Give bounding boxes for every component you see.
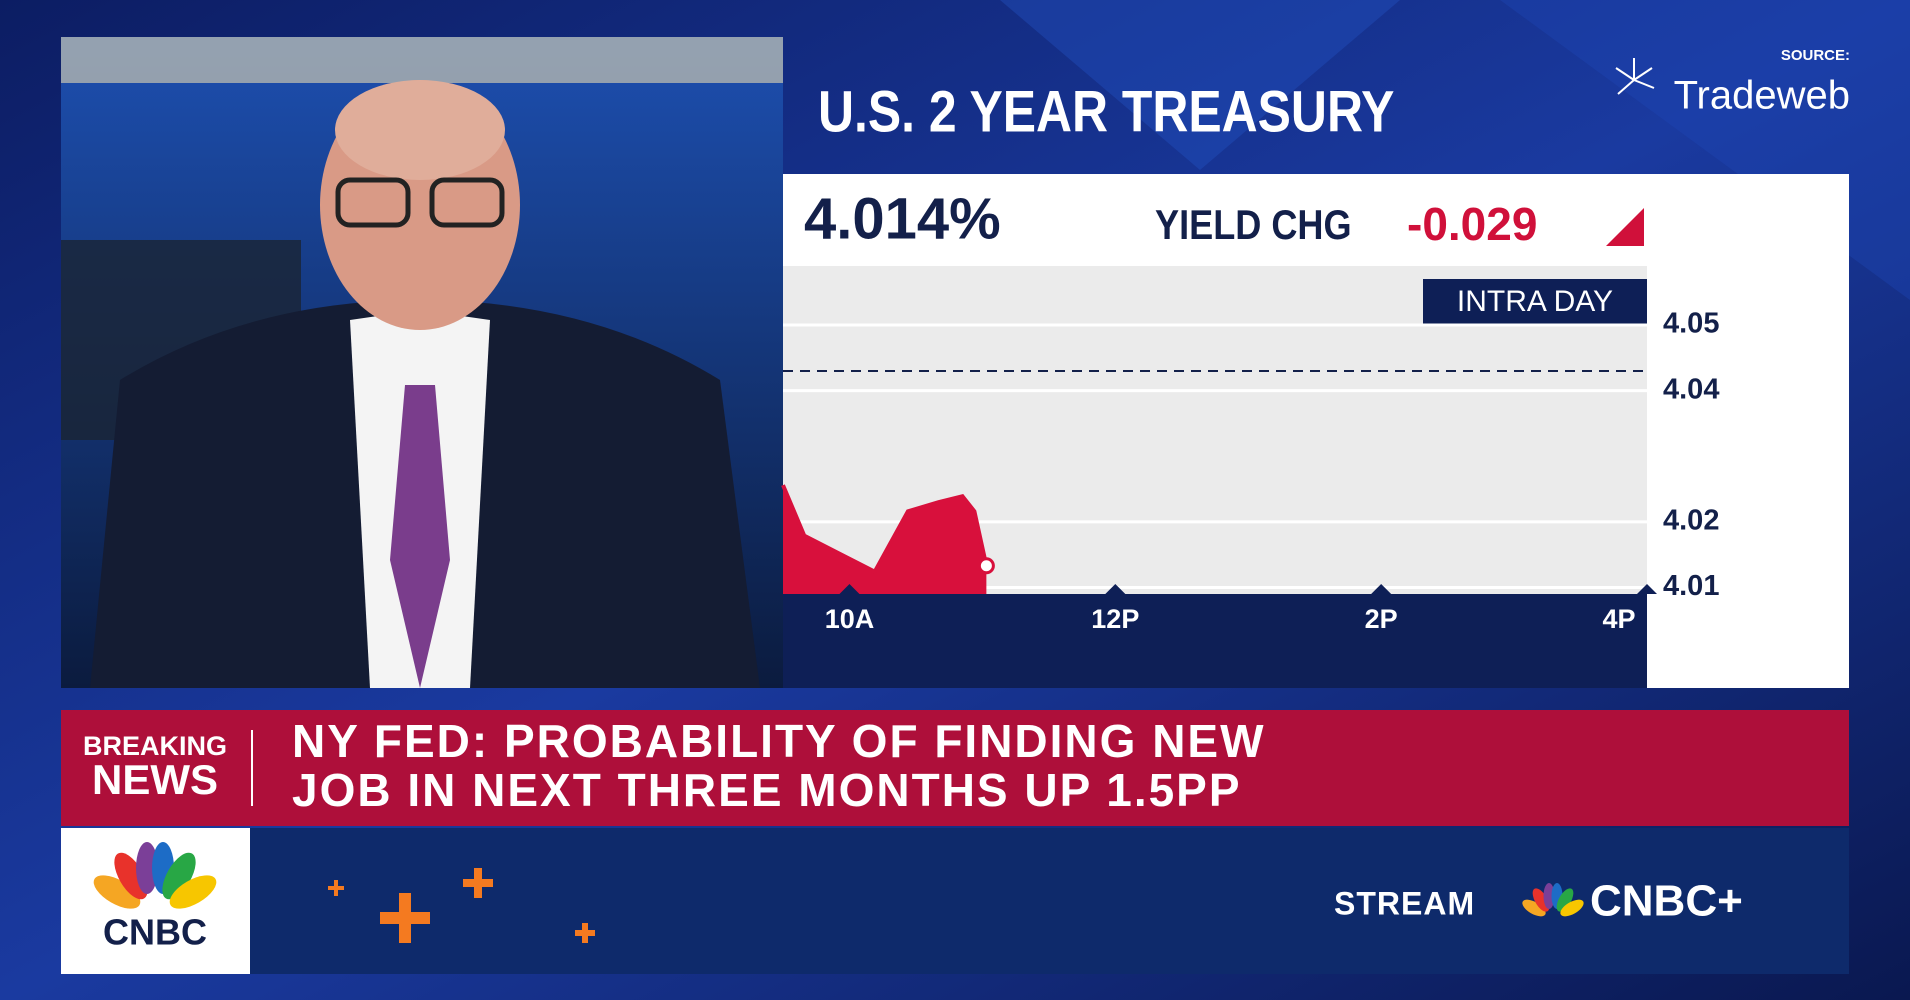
- source-label: SOURCE:: [1781, 47, 1850, 64]
- x-tick-mark: [1371, 584, 1392, 594]
- y-tick-label: 4.02: [1663, 504, 1719, 536]
- x-tick-mark: [1105, 584, 1126, 594]
- chart-title: U.S. 2 YEAR TREASURY: [818, 80, 1394, 144]
- yield-change-label: YIELD CHG: [1155, 203, 1352, 249]
- bg-shape: [1000, 0, 1400, 170]
- service-logo: CNBC+: [1590, 877, 1743, 926]
- area-fill: [783, 485, 987, 594]
- peacock-logo: [93, 842, 217, 909]
- y-tick-label: 4.01: [1663, 570, 1719, 602]
- network-logo-text: CNBC: [103, 912, 207, 953]
- y-tick-label: 4.05: [1663, 308, 1719, 340]
- headline-line: JOB IN NEXT THREE MONTHS UP 1.5PP: [292, 764, 1242, 816]
- x-axis-band: [783, 594, 1647, 688]
- x-tick-label: 2P: [1365, 604, 1398, 634]
- x-tick-mark: [1637, 584, 1657, 594]
- breaking-label: BREAKING: [83, 731, 227, 761]
- end-point: [977, 557, 995, 575]
- x-tick-label: 12P: [1091, 604, 1139, 634]
- source: Tradeweb: [1674, 74, 1850, 118]
- range-badge: [1423, 279, 1647, 325]
- x-tick-label: 10A: [825, 604, 875, 634]
- decor-plus: [328, 868, 595, 943]
- yield-change: -0.029: [1407, 198, 1537, 250]
- peacock-small: [1522, 883, 1584, 917]
- y-tick-label: 4.04: [1663, 373, 1719, 405]
- x-tick-label: 4P: [1602, 604, 1635, 634]
- range-label: INTRA DAY: [1457, 285, 1613, 318]
- yield: 4.014%: [804, 186, 1001, 251]
- down-indicator: [1606, 208, 1644, 246]
- news-label: NEWS: [92, 756, 218, 803]
- area-line: [781, 484, 989, 575]
- video-panel: [61, 37, 783, 688]
- breaking-bar: [61, 710, 1849, 826]
- x-tick-mark: [839, 584, 860, 594]
- stream-label: STREAM: [1334, 885, 1475, 921]
- headline-line: NY FED: PROBABILITY OF FINDING NEW: [292, 715, 1266, 767]
- source-icon: [1615, 58, 1655, 95]
